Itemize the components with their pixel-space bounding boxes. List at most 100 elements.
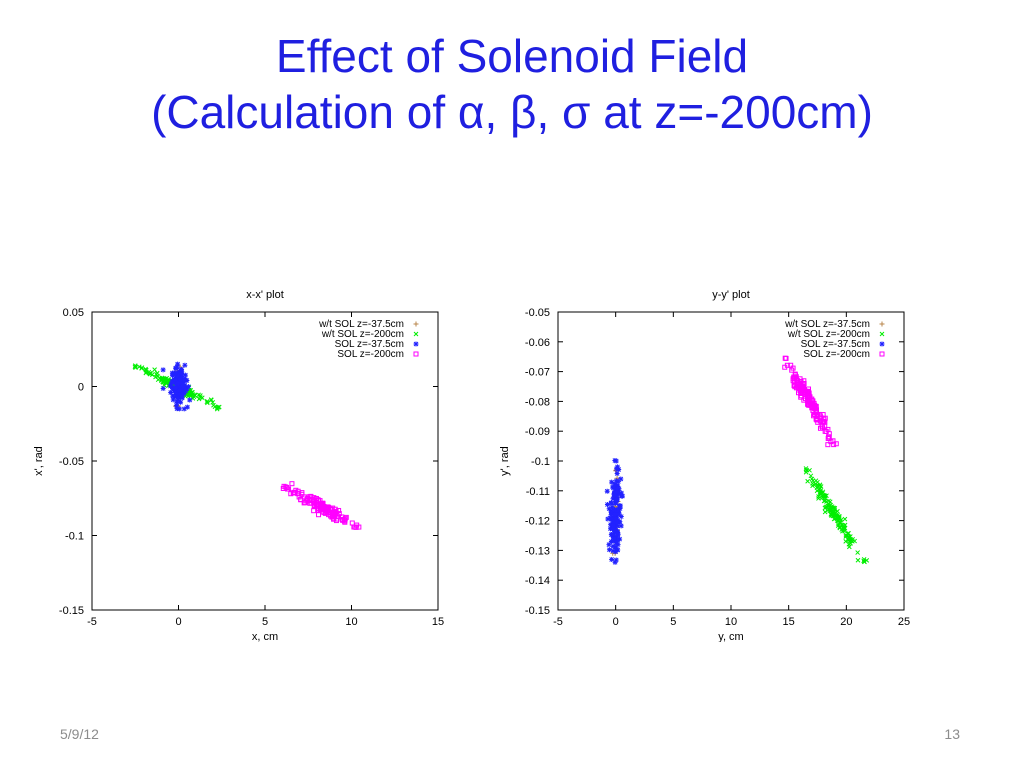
y-yprime-plot: y-y' plot -5 0 5 10 15 20 25 -0.05 -0.06 -0.07 -0.0… — [499, 289, 910, 642]
x-tick-label: 0 — [175, 616, 181, 628]
data-point — [205, 400, 210, 406]
data-point — [618, 523, 624, 529]
data-point — [160, 376, 166, 382]
y-tick-label: 0.05 — [63, 307, 84, 319]
slide-date: 5/9/12 — [60, 726, 99, 742]
data-point — [835, 523, 841, 529]
data-point — [610, 484, 616, 490]
chart-title: y-y' plot — [712, 289, 750, 301]
data-point — [613, 500, 619, 506]
data-point — [160, 367, 166, 373]
data-point — [879, 331, 885, 337]
data-point — [611, 536, 617, 542]
data-point — [328, 507, 334, 513]
data-point — [180, 377, 186, 383]
data-point — [182, 372, 188, 378]
data-point — [816, 496, 821, 501]
data-point — [153, 374, 158, 380]
y-tick-label: 0 — [78, 382, 84, 394]
data-point — [614, 483, 620, 489]
y-axis-label: x', rad — [33, 446, 45, 476]
data-point — [797, 376, 803, 382]
data-point — [295, 491, 301, 497]
data-point — [609, 504, 615, 510]
series-points — [280, 481, 362, 530]
y-tick-label: -0.15 — [525, 605, 550, 617]
data-point — [610, 548, 616, 554]
data-point — [615, 485, 621, 491]
x-tick-label: 20 — [840, 616, 852, 628]
data-point — [215, 405, 221, 410]
data-point — [613, 557, 619, 563]
data-point — [613, 516, 619, 522]
data-point — [183, 385, 189, 391]
data-point — [214, 405, 220, 411]
data-point — [848, 536, 853, 542]
series-points — [782, 355, 839, 448]
data-point — [806, 390, 812, 396]
data-point — [196, 396, 202, 402]
data-point — [284, 484, 290, 490]
data-point — [181, 390, 187, 396]
data-point — [609, 532, 615, 538]
data-point — [613, 520, 619, 526]
data-point — [615, 479, 621, 485]
data-point — [833, 441, 839, 447]
data-point — [612, 481, 618, 487]
data-point — [612, 559, 618, 565]
x-tick-label: 25 — [898, 616, 910, 628]
y-tick-label: -0.08 — [525, 396, 550, 408]
data-point — [179, 366, 185, 372]
data-point — [169, 380, 175, 386]
x-tick-label: -5 — [87, 616, 97, 628]
data-point — [175, 361, 181, 367]
data-point — [136, 364, 142, 370]
data-point — [172, 371, 178, 377]
data-point — [845, 531, 851, 536]
data-point — [815, 482, 820, 488]
data-point — [611, 507, 617, 513]
data-point — [342, 517, 348, 523]
data-point — [132, 363, 138, 368]
data-point — [210, 400, 216, 405]
data-point — [179, 372, 185, 378]
data-point — [139, 365, 145, 370]
data-point — [331, 516, 337, 522]
data-point — [192, 393, 198, 398]
x-tick-label: 10 — [725, 616, 737, 628]
data-point — [808, 473, 814, 479]
data-point — [170, 397, 176, 403]
slide-page-number: 13 — [944, 726, 960, 742]
data-point — [611, 519, 617, 525]
x-tick-label: 10 — [345, 616, 357, 628]
data-point — [321, 510, 327, 516]
data-point — [805, 401, 811, 407]
data-point — [316, 512, 322, 518]
data-point — [605, 516, 611, 522]
x-tick-label: 0 — [613, 616, 619, 628]
data-point — [831, 442, 837, 448]
data-point — [879, 321, 885, 327]
data-point — [178, 399, 184, 405]
y-tick-label: -0.12 — [525, 516, 550, 528]
data-point — [613, 478, 619, 484]
series-points — [160, 361, 193, 412]
data-point — [606, 547, 612, 553]
x-tick-label: 5 — [670, 616, 676, 628]
data-point — [817, 425, 823, 431]
x-xprime-plot: x-x' plot -5 0 5 10 15 0.05 0 -0.05 -0.1 -0.15 x, c… — [33, 289, 444, 642]
data-point — [618, 490, 624, 496]
data-point — [842, 516, 848, 522]
data-point — [613, 458, 619, 464]
data-point — [173, 402, 179, 408]
data-point — [855, 550, 861, 555]
data-point — [798, 393, 804, 399]
data-point — [176, 390, 182, 396]
data-point — [610, 496, 616, 502]
data-point — [334, 512, 340, 518]
data-point — [879, 351, 885, 357]
data-point — [309, 497, 315, 503]
data-point — [413, 321, 419, 327]
legend-label: SOL z=-200cm — [337, 349, 404, 360]
data-point — [855, 557, 861, 563]
